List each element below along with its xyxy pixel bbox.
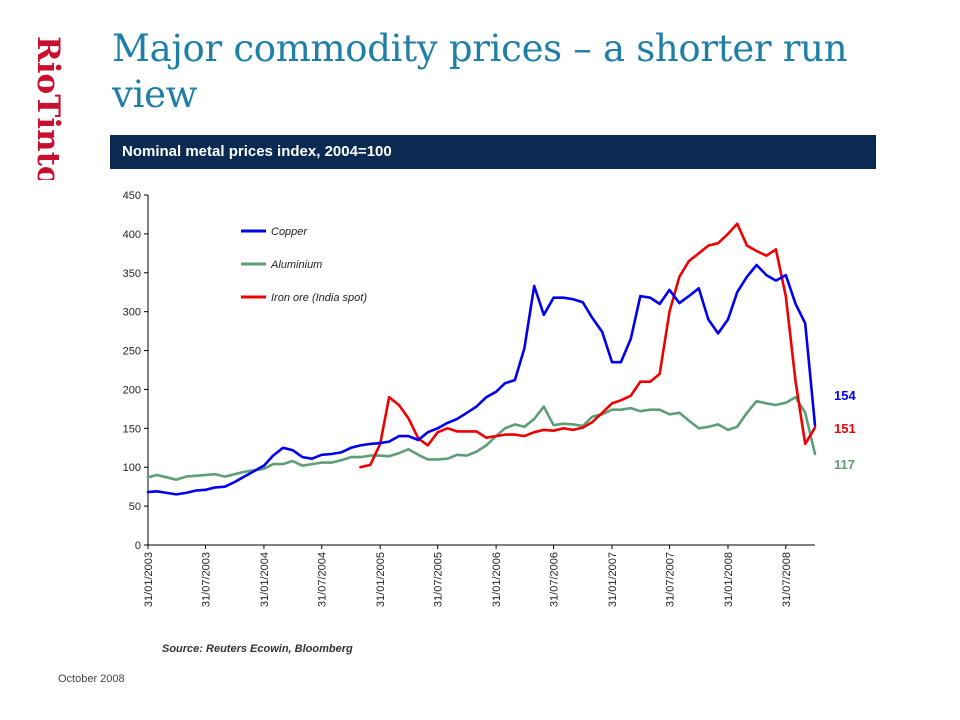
slide-title: Major commodity prices – a shorter run v… <box>112 27 848 116</box>
legend-label: Copper <box>271 226 308 238</box>
chart-banner: Nominal metal prices index, 2004=100 <box>110 135 876 169</box>
legend-label: Aluminium <box>270 259 322 271</box>
x-tick-label: 31/01/2004 <box>259 552 271 607</box>
footer-date: October 2008 <box>58 673 125 685</box>
x-tick-label: 31/01/2007 <box>607 552 619 607</box>
y-tick-label: 100 <box>123 462 141 474</box>
y-tick-label: 150 <box>123 423 141 435</box>
x-tick-label: 31/07/2008 <box>781 552 793 607</box>
end-value-label: 154 <box>834 388 856 403</box>
x-tick-label: 31/07/2003 <box>200 552 212 607</box>
series-line-iron-ore-india-spot <box>359 222 817 469</box>
y-tick-label: 0 <box>135 540 141 552</box>
y-tick-label: 300 <box>123 307 141 319</box>
x-tick-label: 31/01/2008 <box>723 552 735 607</box>
x-tick-label: 31/07/2005 <box>433 552 445 607</box>
x-tick-label: 31/01/2005 <box>375 552 387 607</box>
end-value-label: 151 <box>834 421 856 436</box>
x-tick-label: 31/07/2007 <box>665 552 677 607</box>
series-line-aluminium <box>146 395 817 482</box>
end-value-label: 117 <box>834 457 855 472</box>
y-tick-label: 250 <box>123 346 141 358</box>
chart-legend: Copper Aluminium Iron ore (India spot) <box>241 226 367 304</box>
chart-banner-title: Nominal metal prices index, 2004=100 <box>122 143 392 160</box>
x-tick-label: 31/07/2006 <box>549 552 561 607</box>
y-tick-label: 350 <box>123 268 141 280</box>
chart-axes: 0 50 100 150 200 250 300 350 400 450 31/01/2003 31/… <box>123 190 815 607</box>
y-tick-label: 200 <box>123 384 141 396</box>
source-note: Source: Reuters Ecowin, Bloomberg <box>162 643 353 655</box>
chart-end-labels: 154 117 151 <box>834 388 856 472</box>
y-tick-label: 450 <box>123 190 141 202</box>
y-tick-label: 50 <box>129 501 141 513</box>
rio-tinto-logo-text: RioTinto <box>30 36 66 180</box>
series-line-copper <box>146 263 817 496</box>
x-tick-label: 31/07/2004 <box>317 552 329 607</box>
chart-lines <box>146 222 817 496</box>
x-tick-label: 31/01/2006 <box>491 552 503 607</box>
legend-label: Iron ore (India spot) <box>271 292 367 304</box>
y-tick-label: 400 <box>123 229 141 241</box>
rio-tinto-logo: RioTinto <box>30 32 70 187</box>
x-tick-label: 31/01/2003 <box>143 552 155 607</box>
